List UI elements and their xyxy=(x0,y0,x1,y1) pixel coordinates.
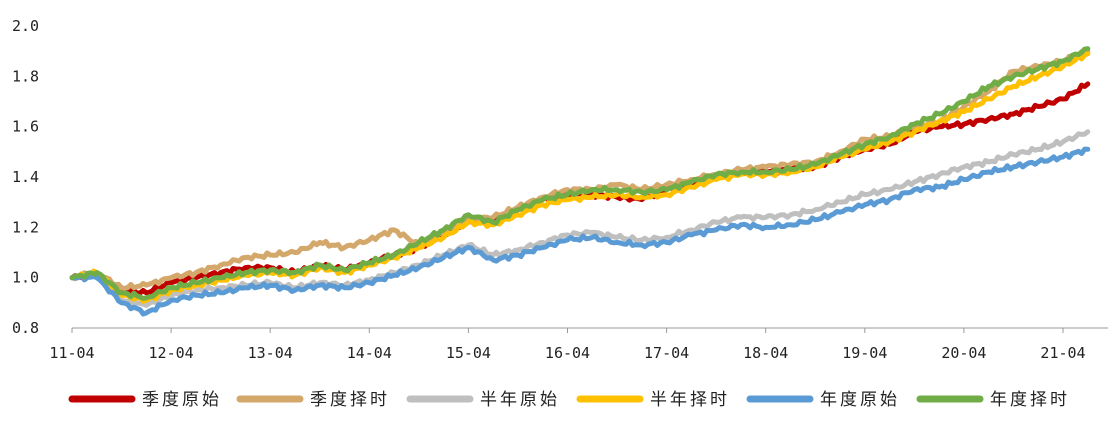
y-tick-label: 1.2 xyxy=(12,218,39,236)
legend-label: 半年择时 xyxy=(650,390,730,410)
x-tick-label: 13-04 xyxy=(248,344,293,362)
legend: 季度原始 季度择时 半年原始 半年择时 年度原始 年度择时 xyxy=(68,390,1070,410)
y-tick-label: 1.6 xyxy=(12,118,39,136)
series-line-5 xyxy=(69,46,1091,301)
legend-label: 季度原始 xyxy=(142,390,222,410)
y-tick-label: 1.4 xyxy=(12,168,39,186)
y-axis: 0.8 1.0 1.2 1.4 1.6 1.8 2.0 xyxy=(12,17,39,337)
legend-label: 年度择时 xyxy=(990,390,1070,410)
x-tick-label: 19-04 xyxy=(842,344,887,362)
x-tick-label: 14-04 xyxy=(347,344,392,362)
legend-label: 年度原始 xyxy=(820,390,900,410)
x-tick-label: 16-04 xyxy=(545,344,590,362)
y-tick-label: 0.8 xyxy=(12,319,39,337)
legend-label: 半年原始 xyxy=(480,390,560,410)
series-line-2 xyxy=(69,129,1091,308)
series-line-4 xyxy=(69,146,1091,317)
x-tick-label: 12-04 xyxy=(149,344,194,362)
y-tick-label: 1.0 xyxy=(12,269,39,287)
x-tick-label: 20-04 xyxy=(941,344,986,362)
y-tick-label: 2.0 xyxy=(12,17,39,35)
x-tick-label: 11-04 xyxy=(49,344,94,362)
legend-label: 季度择时 xyxy=(310,390,390,410)
x-axis: 11-04 12-04 13-04 14-04 15-04 16-04 17-04 18-04… xyxy=(49,327,1108,362)
x-tick-label: 21-04 xyxy=(1040,344,1085,362)
series-layer xyxy=(69,46,1091,317)
x-tick-label: 18-04 xyxy=(743,344,788,362)
x-tick-label: 15-04 xyxy=(446,344,491,362)
series-line-1 xyxy=(69,48,1091,291)
x-tick-label: 17-04 xyxy=(644,344,689,362)
y-tick-label: 1.8 xyxy=(12,67,39,85)
